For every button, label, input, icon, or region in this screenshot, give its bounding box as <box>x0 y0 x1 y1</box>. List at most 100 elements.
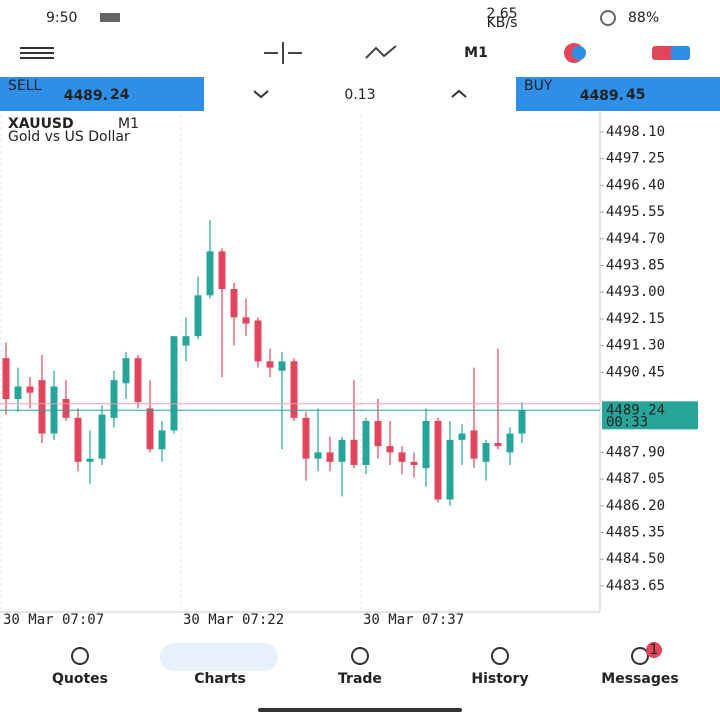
y-tick-label: 4497.25 <box>606 151 665 167</box>
sell-button[interactable] <box>0 77 204 111</box>
net-speed: 2.65 <box>486 6 517 22</box>
lot-up[interactable] <box>451 89 467 98</box>
clock: 9:50 <box>46 10 77 26</box>
candle-body <box>434 420 442 500</box>
candle-body <box>290 361 298 418</box>
candle-body <box>218 251 226 290</box>
y-tick-label: 4487.90 <box>606 444 665 460</box>
y-tick-label: 4487.05 <box>606 471 665 487</box>
y-tick-label: 4492.15 <box>606 311 665 327</box>
nav-label[interactable]: History <box>471 671 528 687</box>
symbol: XAUUSD <box>8 116 74 132</box>
candle-body <box>386 446 394 453</box>
candle-body <box>314 452 322 459</box>
candle-body <box>374 420 382 447</box>
y-tick-label: 4485.35 <box>606 525 665 541</box>
buy-label: BUY <box>524 78 553 94</box>
active-tab-bg <box>160 643 278 671</box>
chart: 4498.10 4497.25 4496.40 4495.55 4494.70 4493.… <box>0 110 698 628</box>
nav-label[interactable]: Trade <box>338 671 382 687</box>
candle-body <box>326 452 334 462</box>
candle-body <box>134 358 142 403</box>
candle-body <box>254 320 262 362</box>
candle-body <box>458 433 466 440</box>
battery: 88% <box>628 10 659 26</box>
buy-button[interactable] <box>516 77 720 111</box>
menu-icon[interactable] <box>20 47 54 59</box>
lot[interactable]: 0.13 <box>344 87 375 103</box>
buy-price-big: 45 <box>626 87 645 103</box>
candle-body <box>26 386 34 393</box>
chart-timeframe: M1 <box>118 116 139 132</box>
candle-body <box>242 317 250 324</box>
y-tick-label: 4496.40 <box>606 177 665 193</box>
candle-body <box>62 399 70 418</box>
candle-body <box>278 361 286 371</box>
icon <box>100 13 120 22</box>
nav-label[interactable]: Quotes <box>52 671 108 687</box>
candle-body <box>398 452 406 462</box>
timeframe-button[interactable]: M1 <box>464 45 488 61</box>
sell-price-big: 24 <box>110 87 130 103</box>
candle-body <box>170 336 178 431</box>
candle-body <box>470 430 478 459</box>
nav-icon[interactable] <box>491 647 509 665</box>
candle-body <box>266 361 274 368</box>
y-tick-label: 4494.70 <box>606 231 665 247</box>
description: Gold vs US Dollar <box>8 129 130 145</box>
nav-label[interactable]: Messages <box>601 671 678 687</box>
candle-body <box>506 433 514 453</box>
candle-body <box>446 439 454 500</box>
lot-down[interactable] <box>253 90 269 99</box>
candle-body <box>482 442 490 462</box>
candle-body <box>158 430 166 450</box>
bid-label: 4489.24 <box>606 402 665 418</box>
candle-body <box>518 410 526 434</box>
buy-price: 4489. <box>580 88 624 104</box>
x-tick-label: 30 Mar 07:07 <box>3 612 104 628</box>
candle-body <box>122 358 130 384</box>
candle-body <box>14 386 22 399</box>
crosshair-icon[interactable] <box>264 42 302 64</box>
nav-icon[interactable] <box>351 647 369 665</box>
sell-label: SELL <box>8 78 42 94</box>
y-tick-label: 4490.45 <box>606 364 665 380</box>
nav-label[interactable]: Charts <box>194 671 246 687</box>
candle-body <box>302 417 310 459</box>
candle-body <box>86 458 94 462</box>
bid-label-bg <box>602 401 698 430</box>
candle-body <box>2 358 10 399</box>
candle-body <box>74 417 82 462</box>
y-tick-label: 4493.00 <box>606 284 665 300</box>
candle-body <box>146 408 154 450</box>
nav-icon[interactable] <box>71 647 89 665</box>
candle-body <box>338 439 346 462</box>
x-tick-label: 30 Mar 07:22 <box>183 612 284 628</box>
candle-body <box>182 336 190 346</box>
candle-body <box>206 251 214 296</box>
bottom-nav: Quotes Charts Trade History Messages 1 <box>52 642 679 687</box>
candle-body <box>38 380 46 434</box>
y-tick-label: 4491.30 <box>606 338 665 354</box>
candle-body <box>110 380 118 418</box>
sell-price: 4489. <box>64 88 108 104</box>
candle-body <box>494 442 502 447</box>
candle-body <box>422 420 430 469</box>
home-indicator <box>258 708 462 712</box>
battery-icon <box>600 10 616 26</box>
candle-body <box>362 420 370 465</box>
candle-body <box>350 439 358 465</box>
countdown: 00:33 <box>606 414 648 430</box>
net-unit: KB/s <box>487 15 518 31</box>
y-tick-label: 4483.65 <box>606 578 665 594</box>
y-tick-label: 4486.20 <box>606 498 665 514</box>
indicator-icon[interactable] <box>365 45 397 59</box>
candle-body <box>410 461 418 465</box>
nav-icon[interactable] <box>631 647 649 665</box>
y-tick-label: 4495.55 <box>606 204 665 220</box>
candle-body <box>194 295 202 337</box>
y-tick-label: 4484.50 <box>606 551 665 567</box>
candle-body <box>98 414 106 459</box>
